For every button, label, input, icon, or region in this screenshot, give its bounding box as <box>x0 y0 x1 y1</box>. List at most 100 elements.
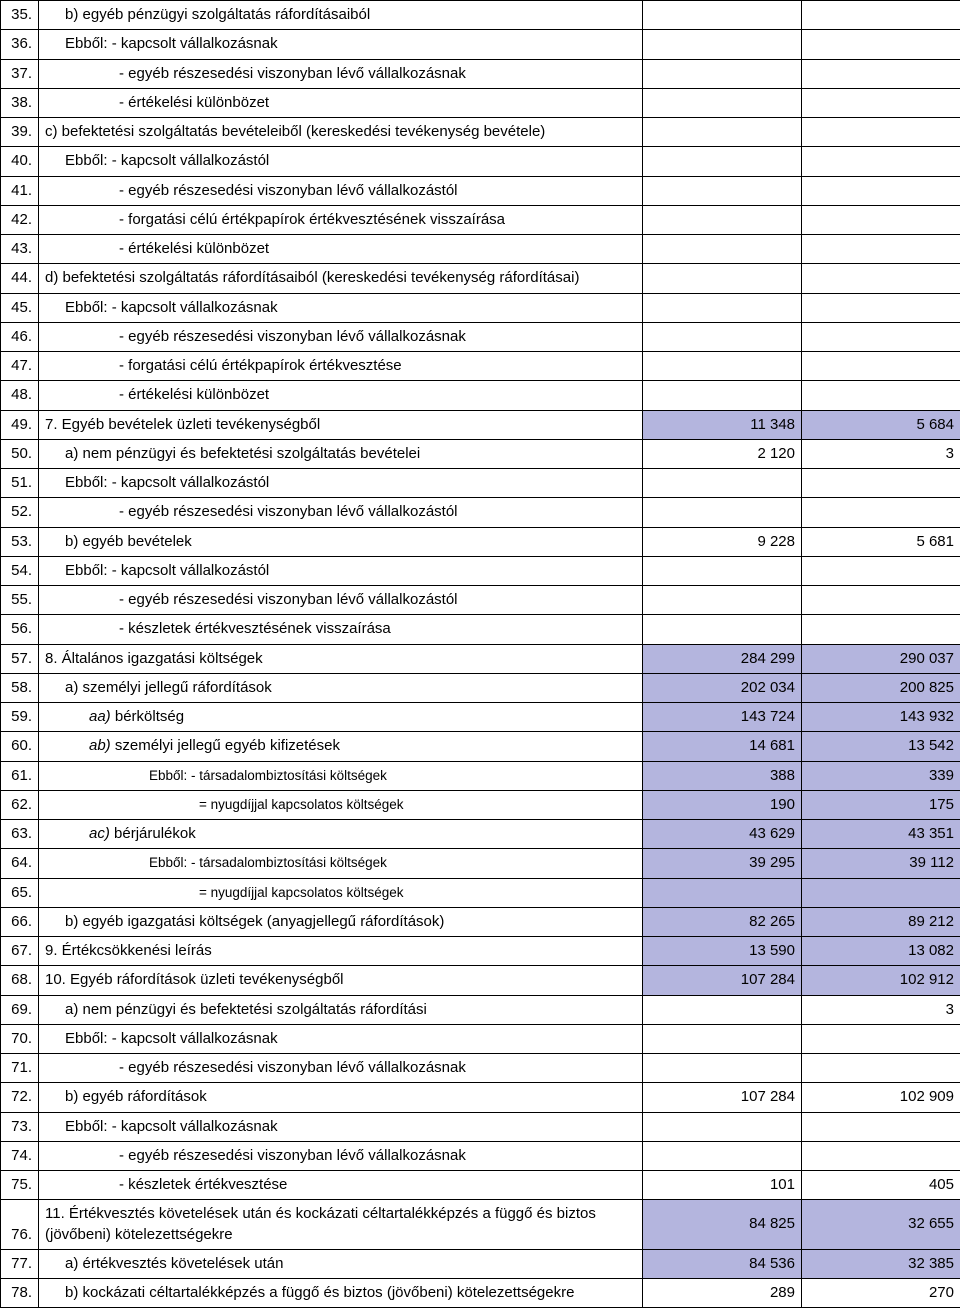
row-number: 50. <box>1 439 39 468</box>
value-prev <box>643 147 802 176</box>
row-number: 52. <box>1 498 39 527</box>
value-curr <box>802 205 960 234</box>
value-curr <box>802 556 960 585</box>
value-curr <box>802 381 960 410</box>
value-prev: 202 034 <box>643 673 802 702</box>
value-curr <box>802 293 960 322</box>
row-label: Ebből: - kapcsolt vállalkozástól <box>39 147 643 176</box>
row-label: - értékelési különbözet <box>39 235 643 264</box>
row-number: 47. <box>1 352 39 381</box>
row-number: 55. <box>1 586 39 615</box>
row-number: 49. <box>1 410 39 439</box>
value-curr: 290 037 <box>802 644 960 673</box>
table-row: 47. - forgatási célú értékpapírok értékv… <box>1 352 960 381</box>
row-label: ac) bérjárulékok <box>39 820 643 849</box>
value-prev: 39 295 <box>643 849 802 878</box>
value-prev: 284 299 <box>643 644 802 673</box>
table-row: 37. - egyéb részesedési viszonyban lévő … <box>1 59 960 88</box>
table-row: 59.aa) bérköltség143 724143 932 <box>1 703 960 732</box>
value-curr <box>802 88 960 117</box>
table-row: 71. - egyéb részesedési viszonyban lévő … <box>1 1054 960 1083</box>
row-number: 66. <box>1 907 39 936</box>
row-number: 64. <box>1 849 39 878</box>
row-label: - készletek értékvesztésének visszaírása <box>39 615 643 644</box>
value-curr: 405 <box>802 1171 960 1200</box>
table-row: 66. b) egyéb igazgatási költségek (anyag… <box>1 907 960 936</box>
value-curr <box>802 176 960 205</box>
value-prev: 289 <box>643 1279 802 1308</box>
row-label: Ebből: - kapcsolt vállalkozásnak <box>39 1024 643 1053</box>
value-prev: 2 120 <box>643 439 802 468</box>
value-prev: 101 <box>643 1171 802 1200</box>
row-label: d) befektetési szolgáltatás ráfordításai… <box>39 264 643 293</box>
table-row: 63.ac) bérjárulékok43 62943 351 <box>1 820 960 849</box>
row-label: - egyéb részesedési viszonyban lévő váll… <box>39 176 643 205</box>
value-curr: 270 <box>802 1279 960 1308</box>
row-label: - forgatási célú értékpapírok értékveszt… <box>39 205 643 234</box>
row-label: Ebből: - társadalombiztosítási költségek <box>39 761 643 790</box>
row-number: 63. <box>1 820 39 849</box>
value-curr: 39 112 <box>802 849 960 878</box>
value-prev <box>643 1141 802 1170</box>
value-curr <box>802 469 960 498</box>
table-row: 51. Ebből: - kapcsolt vállalkozástól <box>1 469 960 498</box>
value-curr: 143 932 <box>802 703 960 732</box>
value-curr <box>802 30 960 59</box>
value-curr <box>802 147 960 176</box>
row-label: - egyéb részesedési viszonyban lévő váll… <box>39 1054 643 1083</box>
value-curr <box>802 264 960 293</box>
row-label: Ebből: - kapcsolt vállalkozástól <box>39 469 643 498</box>
row-number: 43. <box>1 235 39 264</box>
value-prev <box>643 88 802 117</box>
row-label: b) egyéb pénzügyi szolgáltatás ráfordítá… <box>39 1 643 30</box>
value-prev: 143 724 <box>643 703 802 732</box>
row-number: 56. <box>1 615 39 644</box>
row-label: - értékelési különbözet <box>39 381 643 410</box>
table-row: 42. - forgatási célú értékpapírok értékv… <box>1 205 960 234</box>
value-prev <box>643 498 802 527</box>
value-curr: 13 082 <box>802 937 960 966</box>
row-label: = nyugdíjjal kapcsolatos költségek <box>39 790 643 819</box>
value-curr <box>802 1112 960 1141</box>
value-prev <box>643 352 802 381</box>
table-row: 65. = nyugdíjjal kapcsolatos költségek <box>1 878 960 907</box>
value-curr: 102 912 <box>802 966 960 995</box>
value-curr: 43 351 <box>802 820 960 849</box>
value-curr: 32 655 <box>802 1200 960 1250</box>
row-number: 74. <box>1 1141 39 1170</box>
row-label: - egyéb részesedési viszonyban lévő váll… <box>39 322 643 351</box>
row-number: 77. <box>1 1249 39 1278</box>
table-row: 57.8. Általános igazgatási költségek284 … <box>1 644 960 673</box>
value-prev: 107 284 <box>643 966 802 995</box>
value-prev <box>643 293 802 322</box>
row-number: 76. <box>1 1200 39 1250</box>
value-curr <box>802 878 960 907</box>
row-number: 71. <box>1 1054 39 1083</box>
row-label: Ebből: - kapcsolt vállalkozásnak <box>39 30 643 59</box>
row-label: = nyugdíjjal kapcsolatos költségek <box>39 878 643 907</box>
row-number: 73. <box>1 1112 39 1141</box>
table-row: 75. - készletek értékvesztése101405 <box>1 1171 960 1200</box>
row-label: - értékelési különbözet <box>39 88 643 117</box>
value-curr: 102 909 <box>802 1083 960 1112</box>
value-curr <box>802 498 960 527</box>
value-curr <box>802 615 960 644</box>
row-number: 51. <box>1 469 39 498</box>
table-row: 49.7. Egyéb bevételek üzleti tevékenység… <box>1 410 960 439</box>
value-prev <box>643 59 802 88</box>
row-label: a) nem pénzügyi és befektetési szolgálta… <box>39 995 643 1024</box>
value-prev: 43 629 <box>643 820 802 849</box>
value-prev <box>643 469 802 498</box>
table-row: 58. a) személyi jellegű ráfordítások202 … <box>1 673 960 702</box>
table-row: 56. - készletek értékvesztésének visszaí… <box>1 615 960 644</box>
value-prev <box>643 205 802 234</box>
row-label: Ebből: - kapcsolt vállalkozásnak <box>39 293 643 322</box>
value-curr <box>802 1054 960 1083</box>
value-prev <box>643 322 802 351</box>
table-row: 43. - értékelési különbözet <box>1 235 960 264</box>
value-prev <box>643 878 802 907</box>
row-number: 69. <box>1 995 39 1024</box>
table-row: 55. - egyéb részesedési viszonyban lévő … <box>1 586 960 615</box>
value-curr: 175 <box>802 790 960 819</box>
row-number: 38. <box>1 88 39 117</box>
